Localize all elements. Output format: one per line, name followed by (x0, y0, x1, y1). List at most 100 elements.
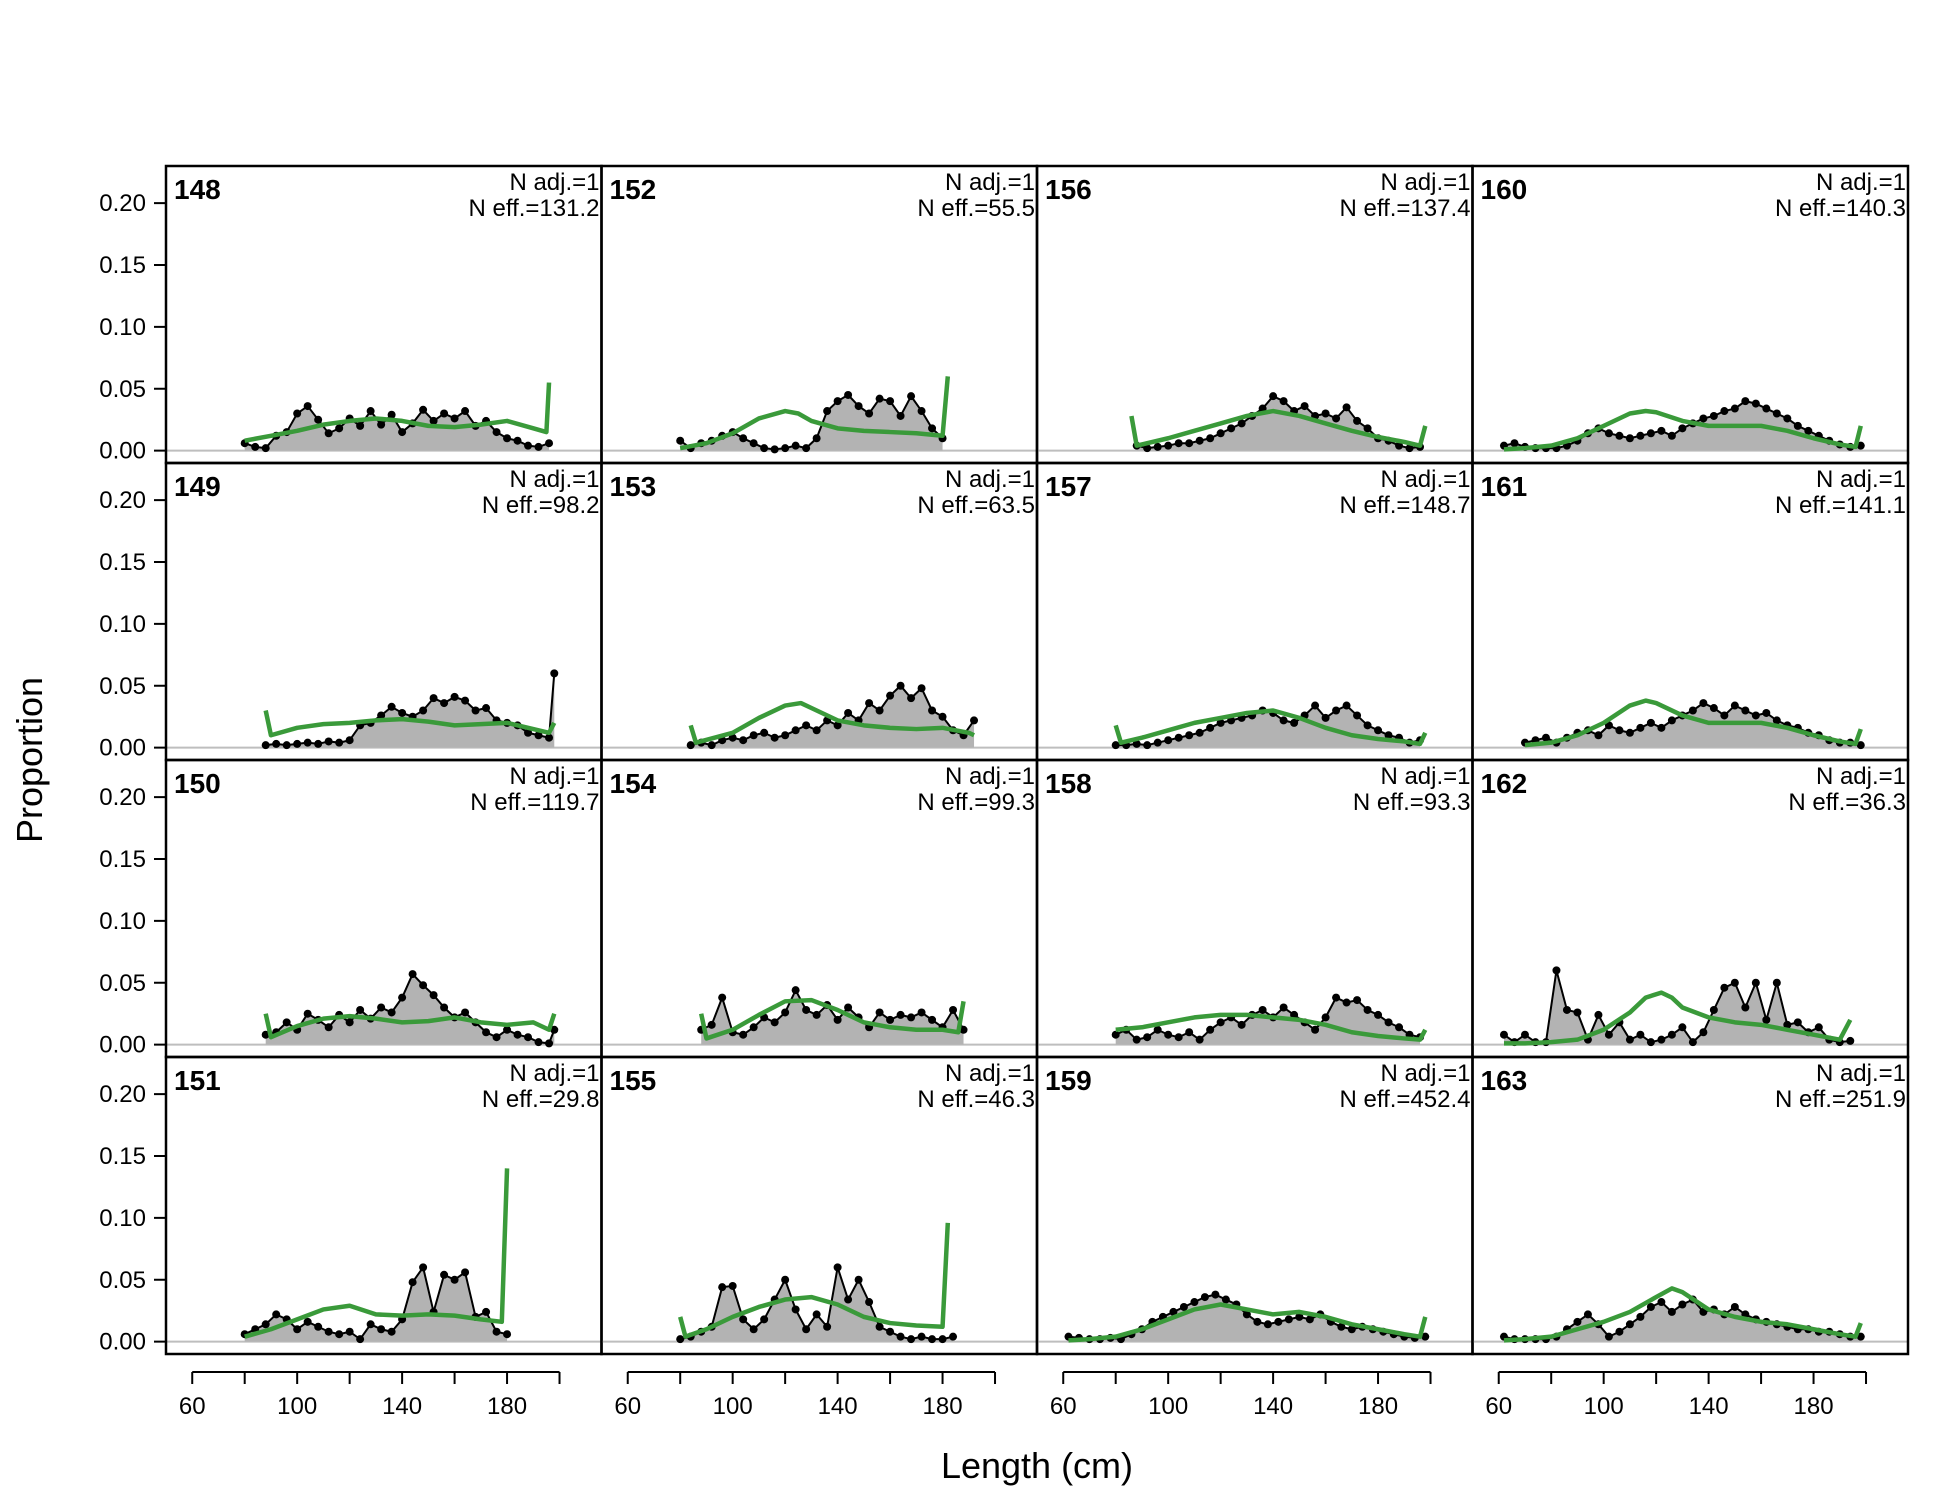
observed-point (1636, 431, 1645, 440)
observed-point (886, 1015, 895, 1024)
observed-point (812, 1010, 821, 1019)
panel-year-label: 161 (1481, 471, 1528, 502)
observed-point (875, 706, 884, 715)
observed-point (1363, 721, 1372, 730)
observed-point (1321, 409, 1330, 418)
observed-point (1337, 1322, 1346, 1331)
y-tick-label: 0.10 (99, 611, 146, 638)
observed-point (1814, 1023, 1823, 1032)
observed-point (896, 411, 905, 420)
observed-point (440, 409, 449, 418)
panel-156: 156 N adj.=1N eff.=137.4 (1035, 164, 1474, 465)
expected-line (1503, 408, 1863, 452)
observed-point (928, 706, 937, 715)
observed-point (545, 733, 554, 742)
observed-point (1200, 1293, 1209, 1302)
panel-n-eff: N eff.=98.2 (482, 492, 600, 519)
panel-year-label: 157 (1045, 471, 1092, 502)
observed-point (1237, 419, 1246, 428)
observed-point (1646, 429, 1655, 438)
observed-point (324, 737, 333, 746)
observed-point (303, 1317, 312, 1326)
panel-152: 152 N adj.=1N eff.=55.5 (600, 164, 1039, 465)
observed-point (917, 407, 926, 416)
observed-point (261, 741, 270, 750)
observed-point (1153, 442, 1162, 451)
observed-point (503, 1025, 512, 1034)
observed-point (492, 1033, 501, 1042)
y-tick-label: 0.15 (99, 549, 146, 576)
observed-point (1520, 1030, 1529, 1039)
observed-point (1305, 1315, 1314, 1324)
observed-point (471, 706, 480, 715)
observed-point (314, 1322, 323, 1331)
observed-point (802, 1325, 811, 1334)
observed-point (1625, 1035, 1634, 1044)
observed-point (1311, 1025, 1320, 1034)
x-tick-label: 60 (614, 1393, 641, 1420)
observed-point (1237, 1020, 1246, 1029)
panel-year-label: 159 (1045, 1065, 1092, 1096)
x-tick-label: 140 (1253, 1393, 1293, 1420)
observed-point (865, 699, 874, 708)
observed-point (513, 1030, 522, 1039)
x-tick-label: 60 (1485, 1393, 1512, 1420)
observed-point (492, 428, 501, 437)
observed-point (1185, 439, 1194, 448)
observed-point (366, 407, 375, 416)
observed-point (1646, 1302, 1655, 1311)
x-tick-label: 100 (1584, 1393, 1624, 1420)
panel-n-eff: N eff.=251.9 (1775, 1086, 1906, 1113)
observed-point (1353, 996, 1362, 1005)
observed-point (770, 445, 779, 454)
observed-point (676, 1335, 685, 1344)
observed-point (1699, 1028, 1708, 1037)
observed-point (781, 1008, 790, 1017)
observed-area (1503, 401, 1861, 451)
panel-n-eff: N eff.=99.3 (917, 789, 1035, 816)
observed-point (1195, 436, 1204, 445)
observed-point (1143, 1033, 1152, 1042)
observed-point (1169, 1307, 1178, 1316)
observed-point (1562, 1005, 1571, 1014)
observed-line (690, 684, 975, 747)
observed-point (450, 414, 459, 423)
panel-year-label: 150 (174, 768, 221, 799)
expected-line (244, 382, 552, 443)
observed-point (833, 1263, 842, 1272)
observed-point (1347, 1325, 1356, 1334)
y-tick-label: 0.10 (99, 314, 146, 341)
observed-point (1242, 1310, 1251, 1319)
panel-year-label: 151 (174, 1065, 221, 1096)
observed-point (1730, 1302, 1739, 1311)
observed-point (1741, 706, 1750, 715)
observed-point (1374, 726, 1383, 735)
observed-point (1625, 728, 1634, 737)
observed-point (524, 1033, 533, 1042)
expected-line (1113, 708, 1428, 747)
observed-point (959, 1025, 968, 1034)
observed-point (1332, 993, 1341, 1002)
observed-point (1699, 699, 1708, 708)
observed-point (928, 1335, 937, 1344)
observed-point (1856, 1332, 1865, 1341)
observed-point (1510, 439, 1519, 448)
observed-point (907, 392, 916, 401)
y-tick-label: 0.15 (99, 1143, 146, 1170)
observed-point (1284, 1315, 1293, 1324)
observed-area (265, 673, 555, 748)
observed-point (1290, 1010, 1299, 1019)
observed-point (791, 441, 800, 450)
panel-n-eff: N eff.=148.7 (1340, 492, 1471, 519)
observed-point (440, 1270, 449, 1279)
panel-n-adj: N adj.=1 (945, 1060, 1035, 1087)
observed-point (1667, 1307, 1676, 1316)
y-tick-label: 0.20 (99, 190, 146, 217)
observed-point (770, 1018, 779, 1027)
observed-point (938, 1335, 947, 1344)
observed-point (398, 993, 407, 1002)
observed-point (917, 1008, 926, 1017)
observed-point (419, 405, 428, 414)
panel-n-adj: N adj.=1 (945, 763, 1035, 790)
observed-point (791, 726, 800, 735)
